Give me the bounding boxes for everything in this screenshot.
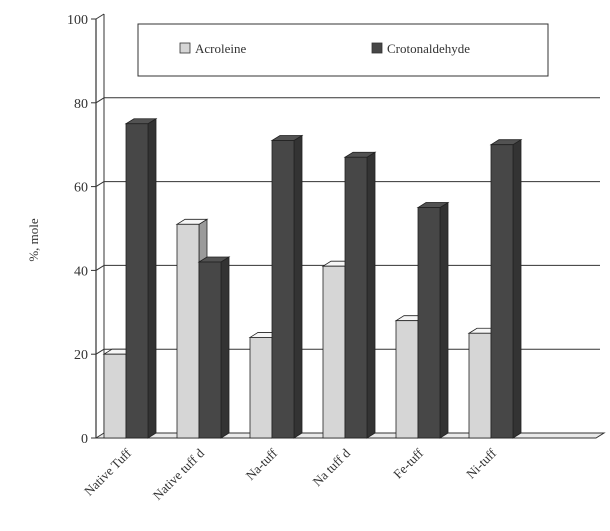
y-tick-label-60: 60 — [74, 181, 88, 196]
legend-label-acroleine: Acroleine — [195, 41, 246, 56]
bar-front-crotonaldehyde-na-tuff — [271, 140, 295, 439]
bar-crotonaldehyde-native-tuff — [124, 118, 158, 439]
bar-side-crotonaldehyde-native-tuff-d — [220, 256, 230, 439]
bar-crotonaldehyde-fe-tuff — [416, 201, 450, 439]
bar-layer — [102, 118, 523, 439]
bar-front-acroleine-ni-tuff — [468, 332, 492, 439]
y-axis-title: %, mole — [26, 218, 41, 262]
bar-side-crotonaldehyde-fe-tuff — [439, 201, 449, 439]
bar-front-acroleine-na-tuff — [249, 337, 273, 439]
bar-side-crotonaldehyde-native-tuff — [147, 118, 157, 439]
bar-front-acroleine-native-tuff-d — [176, 223, 200, 439]
bar-front-crotonaldehyde-na-tuff-d — [344, 156, 368, 439]
gridline-depth-60 — [95, 181, 105, 188]
y-tick-label-40: 40 — [74, 264, 88, 279]
x-tick-label-fe-tuff: Fe-tuff — [390, 445, 426, 481]
x-tick-label-na-tuff: Na-tuff — [243, 445, 281, 483]
gridline-depth-80 — [95, 97, 105, 104]
x-tick-label-native-tuff: Native Tuff — [81, 445, 135, 499]
bar-side-crotonaldehyde-ni-tuff — [512, 138, 522, 439]
bar-front-acroleine-fe-tuff — [395, 320, 419, 439]
bar-side-crotonaldehyde-na-tuff — [293, 134, 303, 439]
gridline-depth-20 — [95, 348, 105, 355]
bar-crotonaldehyde-na-tuff — [270, 134, 304, 439]
legend-swatch-crotonaldehyde — [371, 42, 383, 54]
y-tick-label-0: 0 — [81, 432, 88, 447]
legend-label-crotonaldehyde: Crotonaldehyde — [387, 41, 470, 56]
bar-front-crotonaldehyde-native-tuff-d — [198, 261, 222, 439]
bar-front-acroleine-na-tuff-d — [322, 265, 346, 439]
bar-front-crotonaldehyde-native-tuff — [125, 123, 149, 439]
bar-side-crotonaldehyde-na-tuff-d — [366, 151, 376, 439]
bar-front-crotonaldehyde-fe-tuff — [417, 207, 441, 439]
y-tick-label-100: 100 — [67, 13, 88, 28]
x-tick-label-ni-tuff: Ni-tuff — [463, 445, 499, 481]
y-tick-label-80: 80 — [74, 97, 88, 112]
bar-crotonaldehyde-native-tuff-d — [197, 256, 231, 439]
bar-front-acroleine-native-tuff — [103, 353, 127, 439]
gridline-depth-40 — [95, 264, 105, 271]
legend-swatch-acroleine — [179, 42, 191, 54]
bar-crotonaldehyde-ni-tuff — [489, 138, 523, 439]
x-tick-label-na-tuff-d: Na tuff d — [309, 445, 353, 489]
bar-crotonaldehyde-na-tuff-d — [343, 151, 377, 439]
y-axis-top-edge — [95, 13, 105, 20]
bar-front-crotonaldehyde-ni-tuff — [490, 144, 514, 439]
x-tick-label-native-tuff-d: Native tuff d — [150, 445, 208, 503]
y-tick-label-20: 20 — [74, 348, 88, 363]
legend-box — [137, 23, 549, 77]
legend: Acroleine Crotonaldehyde — [137, 23, 549, 77]
